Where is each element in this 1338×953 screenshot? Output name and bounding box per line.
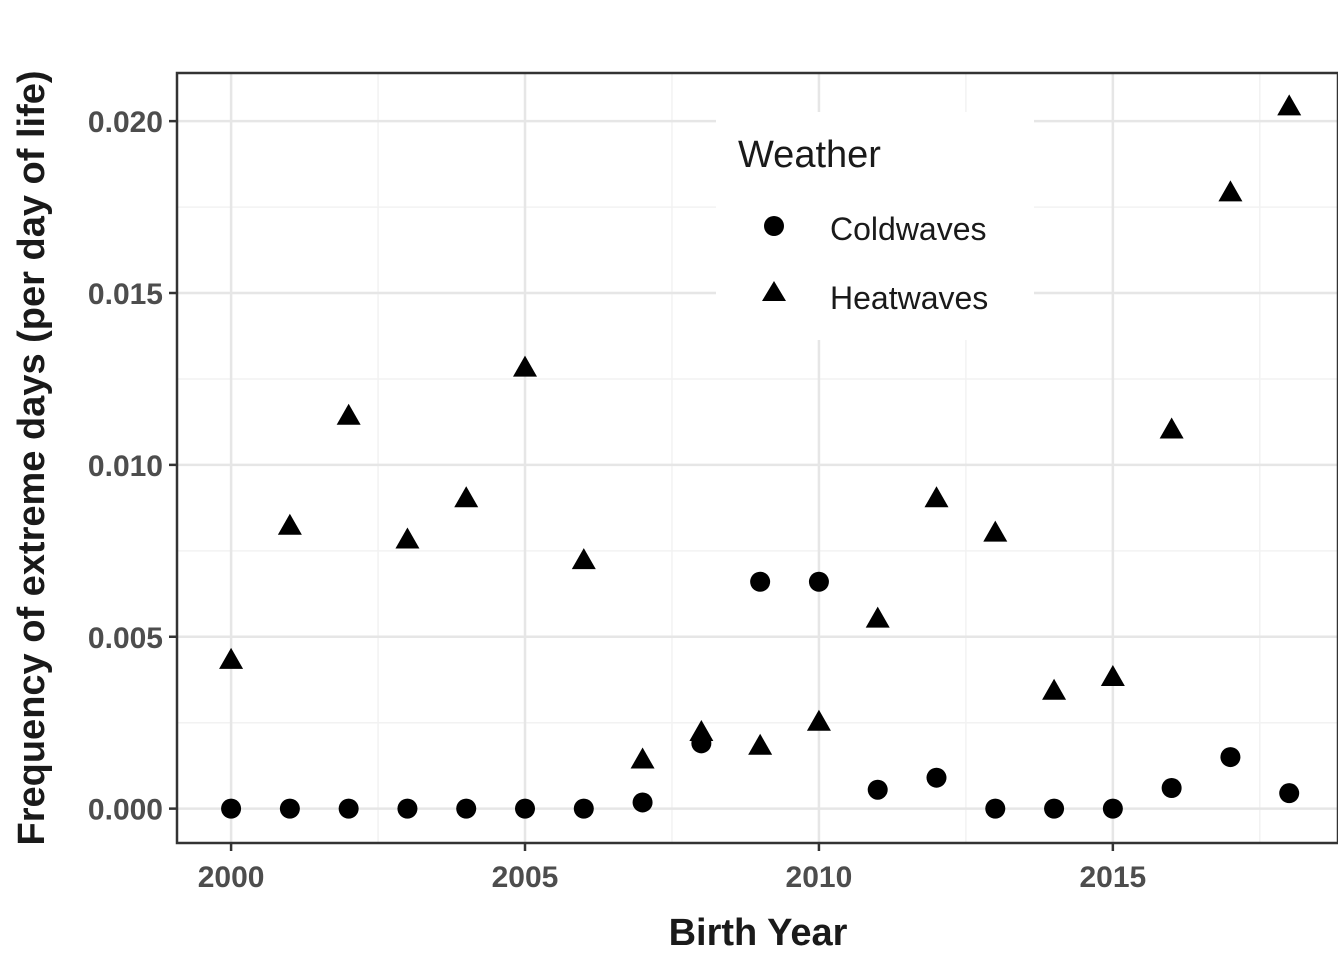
heatwaves-point (983, 520, 1008, 542)
heatwaves-point (1042, 678, 1067, 700)
coldwaves-point (279, 798, 300, 819)
coldwaves-point (1102, 798, 1123, 819)
coldwaves-point (221, 798, 242, 819)
heatwaves-point (748, 733, 773, 755)
coldwaves-point (1161, 778, 1182, 798)
x-axis-title: Birth Year (669, 912, 848, 953)
y-tick-label: 0.010 (88, 450, 163, 483)
heatwaves-point (1159, 417, 1184, 439)
coldwaves-point (573, 798, 594, 819)
axis-ticks: 2000 2005 2010 2015 0.000 0.005 0.010 0.015 0.02… (88, 106, 1146, 894)
coldwaves-point (632, 792, 653, 813)
heatwaves-point (277, 513, 302, 535)
heatwaves-point (806, 709, 831, 731)
x-tick-label: 2015 (1079, 861, 1146, 894)
coldwaves-point (1220, 747, 1241, 768)
coldwaves-point (338, 798, 359, 819)
coldwaves-point (1044, 798, 1065, 819)
heatwaves-point (1218, 180, 1243, 202)
series-heatwaves (219, 94, 1302, 769)
y-tick-label: 0.020 (88, 106, 163, 139)
heatwaves-point (865, 606, 890, 628)
y-axis-title: Frequency of extreme days (per day of li… (11, 70, 53, 845)
legend-coldwaves-circle-icon (764, 216, 784, 236)
x-tick-label: 2000 (198, 861, 265, 894)
coldwaves-point (985, 798, 1006, 819)
heatwaves-point (689, 720, 714, 741)
heatwaves-point (336, 403, 361, 425)
y-tick-label: 0.005 (88, 622, 163, 655)
coldwaves-point (808, 571, 829, 592)
heatwaves-point (219, 647, 244, 669)
heatwaves-point (513, 355, 538, 377)
coldwaves-point (515, 798, 536, 819)
heatwaves-point (395, 527, 420, 549)
coldwaves-point (456, 798, 477, 819)
heatwaves-point (1277, 94, 1302, 116)
coldwaves-point (1279, 783, 1300, 804)
coldwaves-point (926, 767, 947, 788)
legend-label-coldwaves: Coldwaves (830, 211, 987, 247)
coldwaves-point (867, 779, 888, 800)
legend-label-heatwaves: Heatwaves (830, 280, 988, 316)
x-tick-label: 2005 (492, 861, 559, 894)
heatwaves-point (630, 747, 655, 769)
heatwaves-point (1100, 665, 1125, 686)
heatwaves-point (571, 548, 596, 570)
legend-title: Weather (738, 134, 881, 176)
heatwaves-point (924, 486, 949, 508)
x-tick-label: 2010 (786, 861, 853, 894)
y-tick-label: 0.015 (88, 278, 163, 311)
legend-heatwaves-triangle-icon (762, 281, 786, 301)
coldwaves-point (750, 571, 771, 592)
coldwaves-point (397, 798, 418, 819)
plot-panel-border (175, 71, 1338, 845)
heatwaves-point (454, 486, 479, 508)
y-tick-label: 0.000 (88, 794, 163, 827)
legend: Weather Coldwaves Heatwaves (716, 112, 1034, 340)
data-points (219, 94, 1302, 819)
